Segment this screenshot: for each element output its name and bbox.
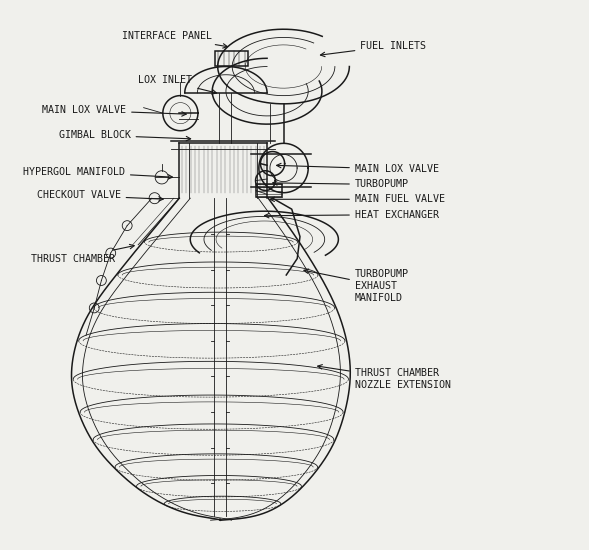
Text: HYPERGOL MANIFOLD: HYPERGOL MANIFOLD: [23, 167, 173, 179]
Text: FUEL INLETS: FUEL INLETS: [320, 41, 426, 57]
Text: MAIN LOX VALVE: MAIN LOX VALVE: [42, 106, 186, 116]
Text: THRUST CHAMBER
NOZZLE EXTENSION: THRUST CHAMBER NOZZLE EXTENSION: [317, 365, 451, 390]
Text: TURBOPUMP
EXHAUST
MANIFOLD: TURBOPUMP EXHAUST MANIFOLD: [304, 269, 409, 302]
Text: GIMBAL BLOCK: GIMBAL BLOCK: [58, 130, 191, 141]
Text: HEAT EXCHANGER: HEAT EXCHANGER: [264, 210, 439, 219]
Text: MAIN LOX VALVE: MAIN LOX VALVE: [277, 163, 439, 174]
Text: LOX INLET: LOX INLET: [138, 75, 217, 94]
Text: MAIN FUEL VALVE: MAIN FUEL VALVE: [270, 194, 445, 204]
Text: THRUST CHAMBER: THRUST CHAMBER: [31, 244, 134, 263]
Bar: [256, 184, 283, 196]
Text: INTERFACE PANEL: INTERFACE PANEL: [122, 31, 227, 48]
Text: TURBOPUMP: TURBOPUMP: [273, 179, 409, 190]
Text: CHECKOUT VALVE: CHECKOUT VALVE: [37, 190, 163, 201]
Bar: [215, 51, 248, 66]
